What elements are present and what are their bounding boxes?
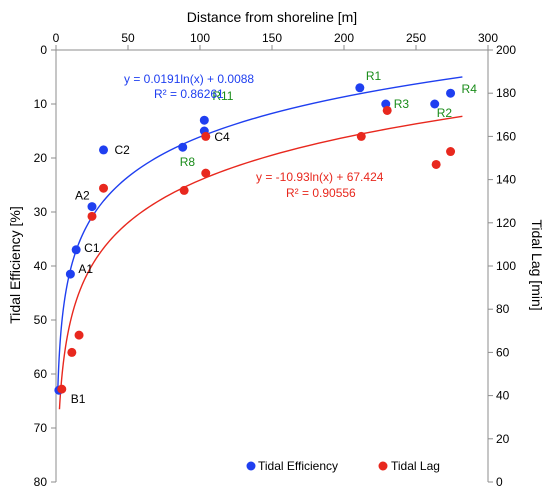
r2-tl: R² = 0.90556 xyxy=(286,186,356,200)
legend-marker-te xyxy=(246,461,256,471)
point-label-r8: R8 xyxy=(180,155,196,169)
point-tidal-efficiency xyxy=(199,115,209,125)
plot-frame xyxy=(55,49,489,482)
point-tidal-efficiency xyxy=(430,99,440,109)
y-right-tick-label: 160 xyxy=(496,129,516,143)
point-labels: B1 A1 C1 A2 C2 R8 C4 R11 R1 R3 R2 R4 xyxy=(71,69,477,406)
point-tidal-lag xyxy=(57,384,67,394)
point-tidal-efficiency xyxy=(355,83,365,93)
y-axis-right-title: Tidal Lag [min] xyxy=(529,219,545,310)
y-left-tick-label: 60 xyxy=(34,367,48,381)
point-tidal-lag xyxy=(179,185,189,195)
y-right-tick-label: 40 xyxy=(496,389,510,403)
point-tidal-lag xyxy=(382,105,392,115)
legend-label-te: Tidal Efficiency xyxy=(258,459,338,473)
y-left-tick-label: 10 xyxy=(34,97,48,111)
point-label-r11: R11 xyxy=(212,89,233,103)
x-tick-label: 0 xyxy=(53,31,60,45)
y-left-tick-label: 0 xyxy=(40,43,47,57)
y-left-tick-label: 40 xyxy=(34,259,48,273)
point-tidal-lag xyxy=(431,159,441,169)
point-tidal-lag xyxy=(74,330,84,340)
point-label-c2: C2 xyxy=(115,143,131,157)
point-tidal-lag xyxy=(67,347,77,357)
point-tidal-efficiency xyxy=(99,145,109,155)
x-tick-label: 200 xyxy=(334,31,354,45)
trendline-tidal-lag xyxy=(58,115,463,410)
point-tidal-lag xyxy=(99,183,109,193)
point-tidal-lag xyxy=(201,131,211,141)
y-right-tick-label: 200 xyxy=(496,43,516,57)
point-tidal-lag xyxy=(201,168,211,178)
point-label-b1: B1 xyxy=(71,392,86,406)
point-tidal-efficiency xyxy=(178,142,188,152)
y-left-tick-label: 70 xyxy=(34,421,48,435)
x-tick-label: 100 xyxy=(190,31,210,45)
data-points xyxy=(54,83,456,395)
legend-label-tl: Tidal Lag xyxy=(391,459,440,473)
y-left-tick-label: 30 xyxy=(34,205,48,219)
y-right-tick-label: 120 xyxy=(496,216,516,230)
y-right-tick-label: 20 xyxy=(496,432,510,446)
point-label-r3: R3 xyxy=(394,97,410,111)
point-tidal-efficiency xyxy=(71,245,81,255)
point-label-r4: R4 xyxy=(462,82,478,96)
y-axis-left-title: Tidal Efficiency [%] xyxy=(7,206,23,324)
point-tidal-efficiency xyxy=(446,88,456,98)
y-left-tick-label: 50 xyxy=(34,313,48,327)
trendlines xyxy=(57,76,463,410)
point-tidal-lag xyxy=(356,131,366,141)
y-right-tick-label: 60 xyxy=(496,345,510,359)
x-tick-label: 300 xyxy=(478,31,498,45)
x-tick-label: 250 xyxy=(406,31,426,45)
y-left-tick-label: 80 xyxy=(34,475,48,489)
x-tick-label: 50 xyxy=(121,31,135,45)
y-right-tick-label: 0 xyxy=(496,475,503,489)
point-label-r2: R2 xyxy=(437,106,453,120)
point-label-r1: R1 xyxy=(366,69,382,83)
point-tidal-lag xyxy=(87,211,97,221)
y-right-tick-label: 80 xyxy=(496,302,510,316)
point-label-a2: A2 xyxy=(75,189,90,203)
point-label-c1: C1 xyxy=(84,241,100,255)
axis-ticks: 0 50 100 150 200 250 300 0 10 20 30 40 50 60 70 80 0 20 40… xyxy=(34,31,517,489)
point-tidal-efficiency xyxy=(87,202,97,212)
y-right-tick-label: 180 xyxy=(496,86,516,100)
legend-marker-tl xyxy=(378,461,388,471)
y-right-tick-label: 140 xyxy=(496,173,516,187)
point-tidal-lag xyxy=(446,147,456,157)
x-tick-label: 150 xyxy=(262,31,282,45)
point-label-c4: C4 xyxy=(214,130,230,144)
y-right-tick-label: 100 xyxy=(496,259,516,273)
eq-te: y = 0.0191ln(x) + 0.0088 xyxy=(124,72,254,86)
y-left-tick-label: 20 xyxy=(34,151,48,165)
eq-tl: y = -10.93ln(x) + 67.424 xyxy=(256,170,384,184)
point-label-a1: A1 xyxy=(78,262,93,276)
legend: Tidal Efficiency Tidal Lag xyxy=(246,459,440,473)
x-axis-title: Distance from shoreline [m] xyxy=(187,9,357,25)
r2-te: R² = 0.86261 xyxy=(154,87,224,101)
point-tidal-efficiency xyxy=(65,269,75,279)
trendline-tidal-efficiency xyxy=(57,76,463,393)
